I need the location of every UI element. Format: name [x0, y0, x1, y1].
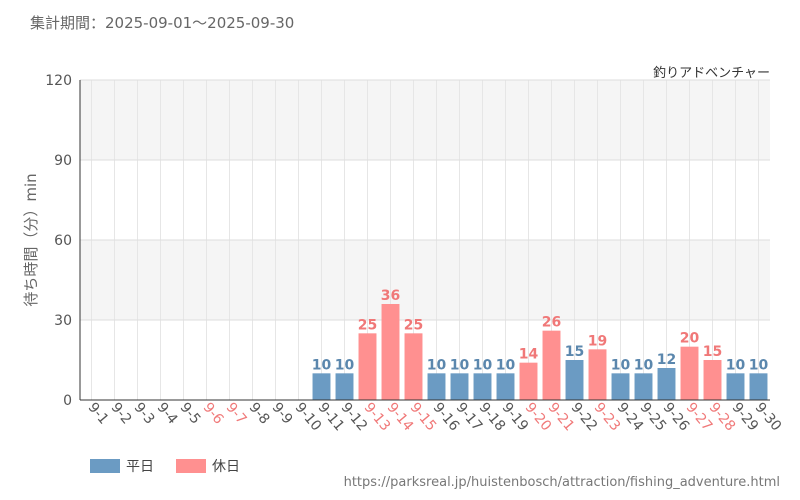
data-label-9-23: 19 — [588, 333, 607, 349]
data-label-9-15: 25 — [404, 317, 423, 333]
data-label-9-22: 15 — [565, 344, 584, 360]
bar-9-12[interactable] — [335, 373, 354, 400]
period-label: 集計期間：2025-09-01～2025-09-30 — [30, 14, 295, 32]
data-label-9-11: 10 — [312, 357, 332, 373]
y-tick-label: 90 — [54, 153, 72, 169]
bar-9-19[interactable] — [496, 373, 515, 400]
bar-9-29[interactable] — [726, 373, 745, 400]
legend-label-holiday: 休日 — [212, 459, 240, 475]
chart-bands — [80, 80, 770, 400]
bar-9-15[interactable] — [404, 333, 423, 400]
data-label-9-28: 15 — [703, 344, 722, 360]
bar-9-26[interactable] — [657, 368, 676, 400]
legend-item-weekday[interactable]: 平日 — [90, 456, 154, 476]
source-url[interactable]: https://parksreal.jp/huistenbosch/attrac… — [343, 475, 780, 490]
bar-9-20[interactable] — [519, 362, 538, 400]
data-label-9-16: 10 — [427, 357, 447, 373]
bar-9-18[interactable] — [473, 373, 492, 400]
y-tick-label: 60 — [54, 233, 72, 249]
bar-9-24[interactable] — [611, 373, 630, 400]
x-tick-label-9-5: 9-5 — [177, 400, 204, 428]
chart-band — [80, 240, 770, 320]
y-tick-label: 30 — [54, 313, 72, 329]
data-label-9-25: 10 — [634, 357, 654, 373]
chart-band — [80, 160, 770, 240]
data-label-9-18: 10 — [473, 357, 493, 373]
bar-9-28[interactable] — [703, 360, 722, 400]
data-label-9-24: 10 — [611, 357, 631, 373]
data-label-9-17: 10 — [450, 357, 470, 373]
x-tick-label-9-6: 9-6 — [200, 400, 227, 428]
bar-9-30[interactable] — [749, 373, 768, 400]
data-label-9-12: 10 — [335, 357, 355, 373]
y-axis-label: 待ち時間（分）min — [22, 173, 40, 306]
legend-label-weekday: 平日 — [126, 459, 154, 475]
x-tick-label-9-3: 9-3 — [131, 400, 158, 428]
data-label-9-21: 26 — [542, 315, 561, 331]
legend-item-holiday[interactable]: 休日 — [176, 456, 240, 476]
bar-9-27[interactable] — [680, 346, 699, 400]
bar-9-11[interactable] — [312, 373, 331, 400]
y-tick-label: 0 — [63, 393, 72, 409]
bar-9-14[interactable] — [381, 304, 400, 400]
legend: 平日 休日 — [90, 456, 240, 476]
chart-band — [80, 80, 770, 160]
data-label-9-30: 10 — [749, 357, 769, 373]
x-tick-label-9-1: 9-1 — [85, 400, 112, 428]
x-tick-label-9-7: 9-7 — [223, 400, 250, 428]
bars — [312, 304, 768, 400]
data-label-9-19: 10 — [496, 357, 516, 373]
data-label-9-20: 14 — [519, 347, 539, 363]
legend-swatch-weekday — [90, 459, 120, 473]
bar-9-22[interactable] — [565, 360, 584, 400]
x-tick-label-9-4: 9-4 — [154, 400, 181, 428]
x-tick-label-9-8: 9-8 — [246, 400, 273, 428]
x-tick-labels: 9-19-29-39-49-59-69-79-89-99-109-119-129… — [85, 400, 785, 435]
data-label-9-26: 12 — [657, 352, 676, 368]
data-label-9-13: 25 — [358, 317, 377, 333]
bar-9-17[interactable] — [450, 373, 469, 400]
bar-9-16[interactable] — [427, 373, 446, 400]
legend-swatch-holiday — [176, 459, 206, 473]
data-label-9-29: 10 — [726, 357, 746, 373]
bar-9-25[interactable] — [634, 373, 653, 400]
y-tick-labels: 0 30 60 90 120 — [45, 73, 72, 409]
data-label-9-14: 36 — [381, 288, 400, 304]
data-label-9-27: 20 — [680, 331, 700, 347]
y-tick-label: 120 — [45, 73, 72, 89]
x-tick-label-9-2: 9-2 — [108, 400, 135, 428]
chart-band — [80, 320, 770, 400]
attraction-name: 釣りアドベンチャー — [653, 66, 770, 81]
x-tick-label-9-9: 9-9 — [269, 400, 296, 428]
bar-9-13[interactable] — [358, 333, 377, 400]
bar-9-21[interactable] — [542, 330, 561, 400]
bar-9-23[interactable] — [588, 349, 607, 400]
